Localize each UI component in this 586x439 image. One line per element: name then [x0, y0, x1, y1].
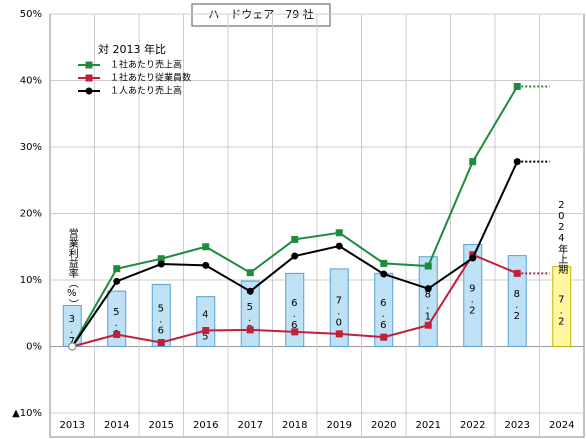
- x-tick-label: 2021: [416, 420, 441, 431]
- point: [113, 277, 121, 285]
- point: [157, 260, 165, 268]
- x-tick-label: 2022: [460, 420, 485, 431]
- x-tick-label: 2024: [549, 420, 574, 431]
- x-tick-label: 2023: [505, 420, 530, 431]
- bar: [507, 255, 527, 347]
- legend-label: １人あたり売上高: [110, 85, 182, 97]
- bar: [196, 296, 216, 347]
- x-tick-label: 2016: [193, 420, 218, 431]
- point: [246, 287, 254, 295]
- point: [291, 328, 299, 336]
- x-tick-label: 2015: [149, 420, 174, 431]
- point: [469, 254, 477, 262]
- y-tick-label: 30%: [20, 142, 42, 153]
- bar: [418, 256, 438, 348]
- point: [380, 333, 388, 341]
- annotation: 2024年上期: [556, 200, 568, 275]
- point: [246, 326, 254, 334]
- grid: [50, 13, 584, 437]
- bar-value-label: 5.0: [111, 307, 122, 340]
- y-tick-label: 50%: [20, 9, 42, 20]
- y-tick-label: 20%: [20, 209, 42, 220]
- point: [424, 262, 432, 270]
- bar-value-label: 7.0: [333, 296, 344, 329]
- legend-label: １社あたり売上高: [110, 59, 182, 71]
- legend-marker: [85, 87, 93, 95]
- x-tick-label: 2014: [104, 420, 129, 431]
- bar: [285, 272, 305, 348]
- point: [513, 158, 521, 166]
- bar-value-label: 6.6: [378, 298, 389, 331]
- x-tick-label: 2020: [371, 420, 396, 431]
- bar: [552, 266, 572, 348]
- bar: [463, 244, 483, 348]
- point: [513, 269, 521, 277]
- bar-value-label: 9.2: [467, 284, 478, 317]
- point: [380, 259, 388, 267]
- point: [113, 265, 121, 273]
- point: [157, 339, 165, 347]
- y-tick-label: 40%: [20, 76, 42, 87]
- bar-value-label: 5.6: [155, 303, 166, 336]
- legend-marker: [85, 74, 93, 82]
- point: [380, 270, 388, 278]
- y-tick-label: ▲10%: [12, 408, 42, 419]
- legend-marker: [85, 61, 93, 69]
- y-tick-label: 0%: [26, 342, 42, 353]
- x-tick-label: 2017: [238, 420, 263, 431]
- x-tick-label: 2018: [282, 420, 307, 431]
- bar-value-label: 8.1: [422, 290, 433, 323]
- bar-value-label: 6.6: [289, 298, 300, 331]
- point: [513, 82, 521, 90]
- point: [335, 242, 343, 250]
- bar-value-label: 8.2: [511, 289, 522, 322]
- bar-value-label: 4.5: [200, 310, 211, 343]
- bar: [107, 290, 127, 348]
- legend-title: 対 2013 年比: [98, 42, 166, 56]
- y-tick-label: 10%: [20, 275, 42, 286]
- point: [291, 235, 299, 243]
- point: [335, 229, 343, 237]
- legend-label: １社あたり従業員数: [110, 72, 191, 84]
- point: [202, 327, 210, 335]
- point: [157, 255, 165, 263]
- x-tick-label: 2013: [60, 420, 85, 431]
- bar-value-label: 3.7: [66, 314, 77, 347]
- point: [469, 158, 477, 166]
- point: [335, 330, 343, 338]
- bar-axis-label: 営業利益率（%）: [66, 227, 78, 309]
- point: [113, 331, 121, 339]
- point: [291, 252, 299, 260]
- point: [202, 261, 210, 269]
- title-box: [191, 3, 331, 27]
- x-tick-label: 2019: [327, 420, 352, 431]
- bar: [329, 268, 349, 347]
- bar-value-label: 7.2: [556, 295, 567, 328]
- origin-point: [68, 342, 77, 351]
- bar-value-label: 5.9: [244, 302, 255, 335]
- point: [424, 285, 432, 293]
- bar: [151, 283, 171, 347]
- point: [424, 321, 432, 329]
- point: [246, 269, 254, 277]
- point: [202, 243, 210, 251]
